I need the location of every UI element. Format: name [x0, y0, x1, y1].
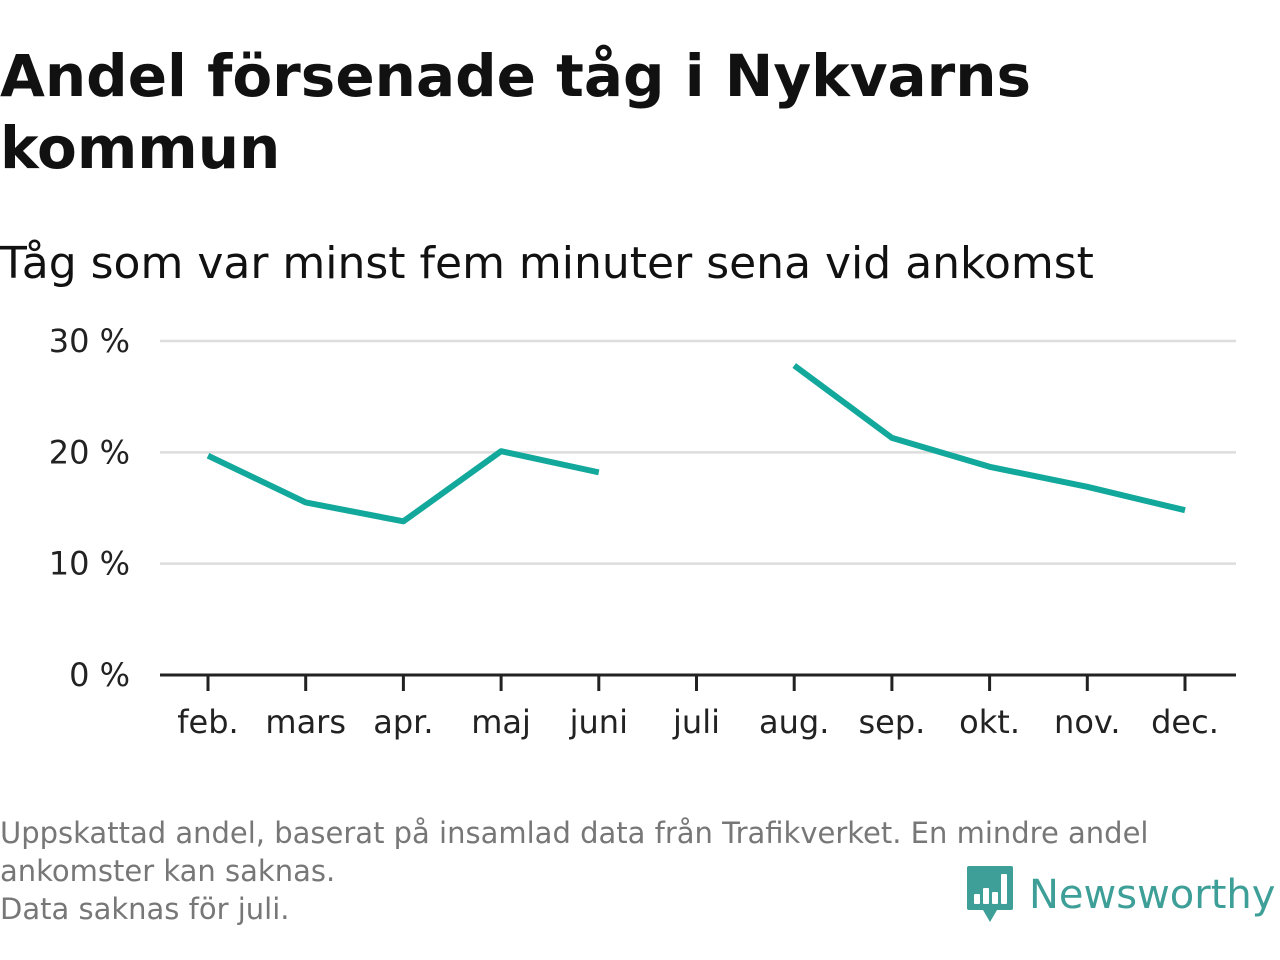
x-tick-label: okt.	[959, 703, 1020, 741]
x-tick-label: maj	[471, 703, 531, 741]
line-chart: 0 % 10 % 20 % 30 % feb. mars apr. maj juni juli a…	[49, 322, 1236, 741]
x-tick-label: feb.	[177, 703, 238, 741]
y-tick-label: 0 %	[69, 656, 130, 694]
brand-logo: Newsworthy	[965, 864, 1275, 926]
brand-name: Newsworthy	[1029, 872, 1276, 918]
x-tick-label: juli	[672, 703, 720, 741]
y-tick-label: 10 %	[49, 545, 130, 583]
footnote-line: Data saknas för juli.	[0, 892, 290, 926]
gridlines	[160, 339, 1236, 565]
x-tick-label: sep.	[858, 703, 925, 741]
series-line	[206, 448, 600, 525]
newsworthy-chart-bubble-icon	[967, 866, 1013, 922]
series-line	[792, 363, 1186, 514]
footnote: Uppskattad andel, baserat på insamlad da…	[0, 814, 1270, 928]
y-tick-label: 30 %	[49, 322, 130, 360]
x-tick-label: apr.	[373, 703, 433, 741]
x-tick-label: dec.	[1151, 703, 1219, 741]
x-tick-label: nov.	[1054, 703, 1120, 741]
chart-subtitle: Tåg som var minst fem minuter sena vid a…	[0, 238, 1094, 289]
y-tick-label: 20 %	[49, 433, 130, 471]
series-lines	[206, 363, 1186, 525]
x-tick-label: aug.	[759, 703, 829, 741]
footnote-line: Uppskattad andel, baserat på insamlad da…	[0, 816, 1149, 850]
x-tick-label: mars	[265, 703, 346, 741]
chart-title: Andel försenade tåg i Nykvarns kommun	[0, 42, 1032, 182]
y-axis-ticks: 0 % 10 % 20 % 30 %	[49, 322, 130, 694]
x-tick-label: juni	[569, 703, 628, 741]
footnote-line: ankomster kan saknas.	[0, 854, 336, 888]
x-axis-ticks: feb. mars apr. maj juni juli aug. sep. okt. nov. d…	[177, 675, 1219, 741]
